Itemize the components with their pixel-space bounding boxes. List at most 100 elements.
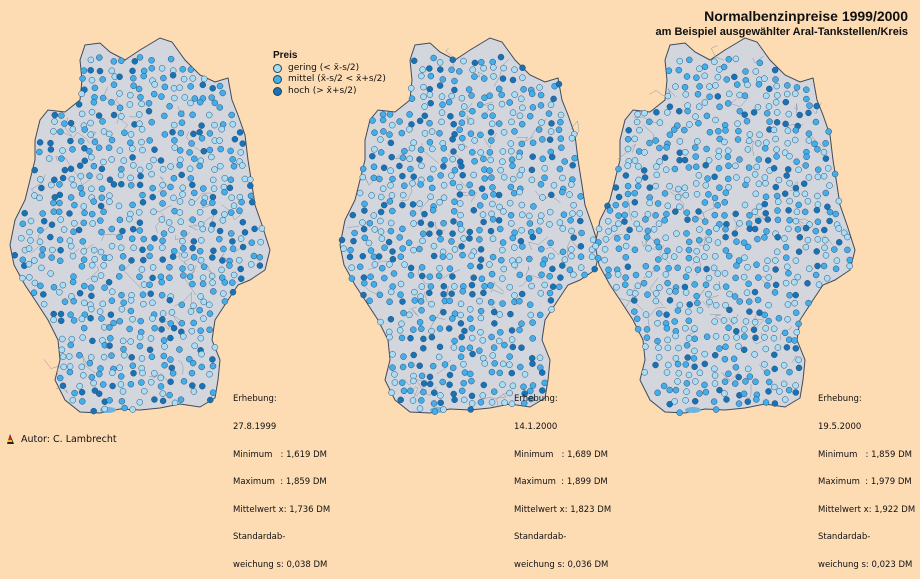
station-dot [701,350,708,358]
station-dot [457,300,465,308]
station-dot [230,271,238,279]
station-dot [120,157,128,164]
station-dot [248,198,256,206]
station-dot [486,167,493,174]
station-dot [480,155,487,163]
station-dot [490,308,498,316]
station-dot [48,221,56,228]
station-dot [208,272,216,280]
station-dot [410,351,417,359]
station-dot [129,145,136,152]
station-dot [158,65,166,72]
station-dot [59,353,67,360]
station-dot [537,102,545,109]
station-dot [676,156,683,164]
station-dot [450,218,457,225]
station-dot [188,327,196,335]
station-dot [100,158,107,166]
district-border [492,289,504,295]
station-dot [237,265,244,273]
station-dot [702,388,710,396]
station-dot [448,92,455,100]
station-dot [171,94,178,102]
station-dot [436,265,443,272]
station-dot [90,246,98,254]
station-dot [634,110,641,118]
station-dot [774,233,781,241]
station-dot [179,265,186,272]
station-dot [148,118,155,126]
station-dot [672,83,679,90]
station-dot [723,76,731,83]
station-dot [664,279,671,287]
station-dot [726,290,733,298]
station-dot [730,355,738,363]
station-dot [346,253,354,261]
station-dot [57,317,65,325]
station-dot [470,171,477,179]
station-dot [535,227,543,234]
station-dot [88,292,95,300]
station-dot [39,246,47,253]
station-dot [186,149,193,156]
station-dot [400,387,408,395]
station-dot [577,253,585,260]
station-dot [486,261,493,268]
station-dot [210,247,217,255]
station-dot [221,279,229,286]
station-dot [652,290,660,297]
station-dot [500,173,508,181]
station-dot [753,261,760,268]
station-dot [388,389,395,396]
station-dot [691,363,698,371]
station-dot [685,246,693,254]
station-dot [26,274,33,281]
station-dot [460,57,467,65]
station-dot [696,369,704,377]
station-dot [197,334,205,342]
station-dot [427,221,435,228]
station-dot [548,191,555,199]
map-subtitle: am Beispiel ausgewählter Aral-Tankstelle… [655,26,908,38]
station-dot [139,246,146,254]
station-dot [370,281,378,288]
station-dot [682,289,690,296]
station-dot [705,236,713,244]
station-dot [200,263,208,270]
station-dot [417,181,424,188]
station-dot [481,282,488,290]
station-dot [150,208,157,216]
station-dot [555,80,563,88]
station-dot [176,346,183,353]
station-dot [652,361,659,369]
station-dot [501,341,508,349]
station-dot [568,134,576,142]
district-border [667,87,677,98]
station-dot [813,206,821,214]
station-dot [147,335,155,342]
station-dot [783,90,791,98]
station-dot [27,237,34,244]
station-dot [682,273,690,281]
station-dot [426,273,434,280]
station-dot [685,238,693,246]
station-dot [496,225,504,233]
station-dot [100,262,107,269]
station-dot [426,85,434,93]
station-dot [151,370,158,377]
station-dot [410,57,418,65]
station-dot [458,226,465,233]
station-dot [117,373,125,380]
station-dot [96,308,104,315]
station-dot [741,254,748,261]
station-dot [170,324,178,332]
station-dot [86,172,93,179]
station-dot [158,278,165,286]
station-dot [710,398,718,405]
station-dot [77,138,85,145]
station-dot [681,283,689,291]
station-dot [470,207,478,214]
station-dot [159,200,166,207]
station-dot [804,280,811,287]
station-dot [187,66,195,73]
